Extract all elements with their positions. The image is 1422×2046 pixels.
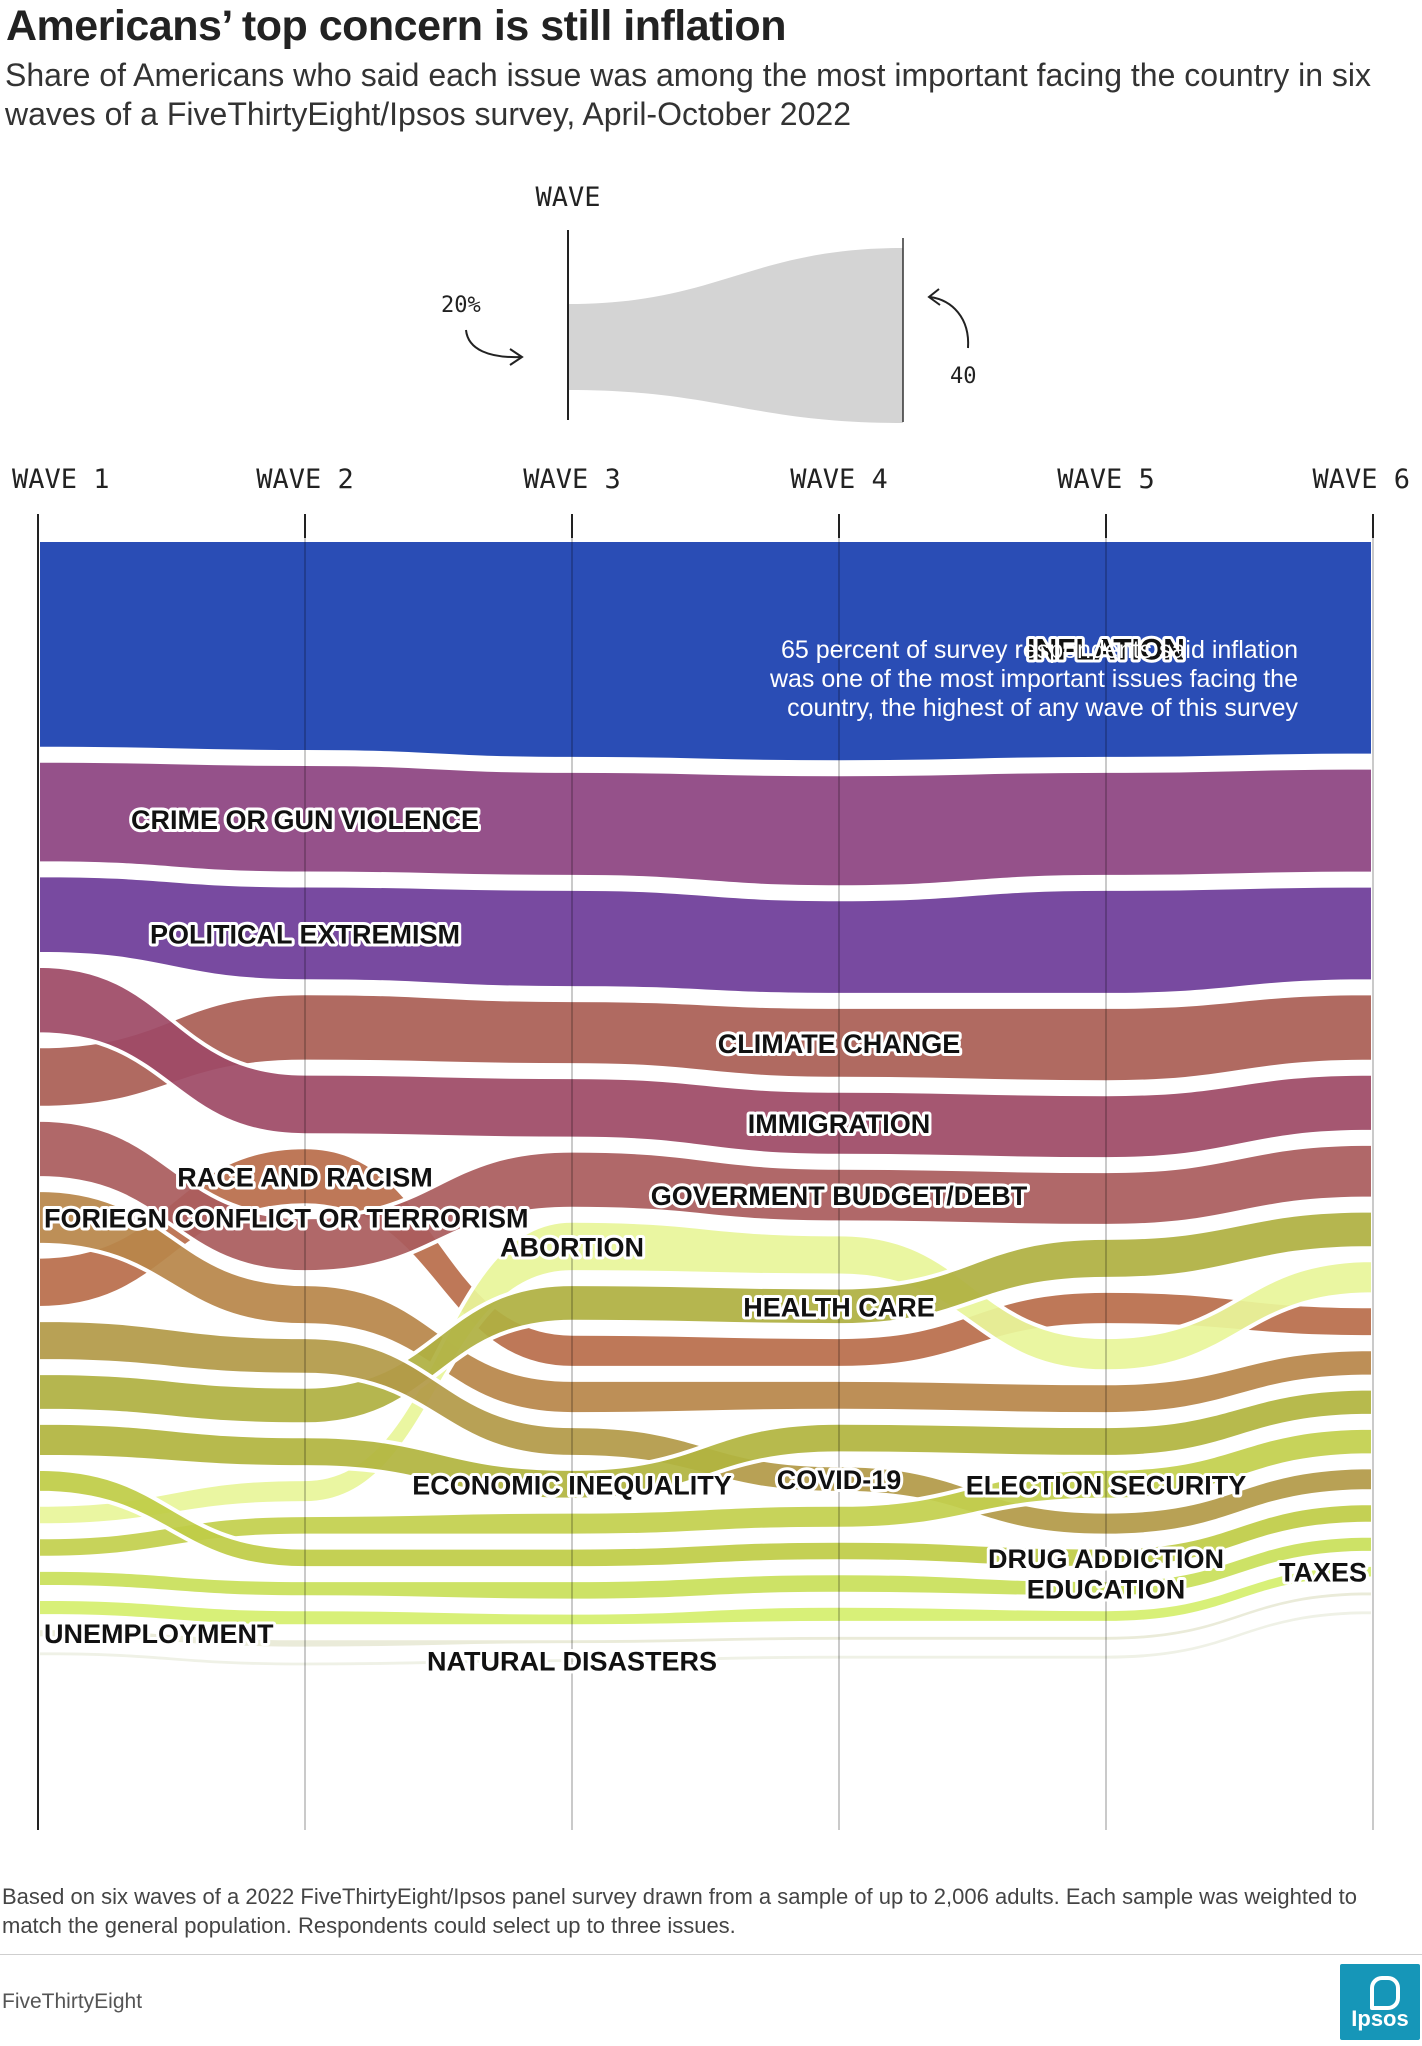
band-unemployment	[36, 1588, 1375, 1651]
series-label-abortion: ABORTION	[500, 1232, 644, 1262]
series-label-foriegn-conflict-or-terrorism: FORIEGN CONFLICT OR TERRORISM	[44, 1203, 528, 1233]
series-label-inflation: INFLATION	[1027, 633, 1185, 666]
wave-axis: WAVE 1 WAVE 2 WAVE 3 WAVE 4 WAVE 5 WAVE 6	[12, 464, 1410, 538]
series-label-climate-change: CLIMATE CHANGE	[718, 1029, 961, 1059]
series-label-education: EDUCATION	[1027, 1575, 1186, 1605]
series-label-immigration: IMMIGRATION	[748, 1109, 930, 1139]
series-label-unemployment: UNEMPLOYMENT	[44, 1619, 274, 1649]
legend-arrow-right	[929, 296, 970, 349]
wave-label: WAVE 1	[12, 464, 110, 495]
band-natural-disasters	[36, 1607, 1375, 1670]
inflation-annotation-line: was one of the most important issues fac…	[769, 665, 1298, 693]
chart-subtitle: Share of Americans who said each issue w…	[5, 57, 1372, 132]
source-credit: FiveThirtyEight	[2, 1990, 143, 2013]
footnote: Based on six waves of a 2022 FiveThirtyE…	[2, 1884, 1357, 1938]
series-label-crime-or-gun-violence: CRIME OR GUN VIOLENCE	[131, 805, 479, 835]
series-label-taxes: TAXES	[1279, 1558, 1367, 1588]
divider	[0, 1954, 1422, 1955]
arrowhead-left-icon	[509, 348, 524, 366]
inflation-annotation-line: country, the highest of any wave of this…	[787, 694, 1298, 722]
legend-heading: WAVE	[535, 182, 600, 213]
band-drug-addiction	[36, 1466, 1375, 1571]
bands-layer	[36, 537, 1375, 1830]
legend-key: WAVE 20% 40	[441, 182, 977, 423]
bump-chart: WAVE 20% 40 WAVE 1 WAVE 2 WAVE 3 WAVE 4 WAVE…	[12, 182, 1410, 1830]
band-covid-19	[36, 1317, 1375, 1538]
series-label-covid-19: COVID-19	[777, 1465, 902, 1495]
arrowhead-right-icon	[927, 288, 941, 306]
band-election-security	[36, 1425, 1375, 1560]
band-education	[36, 1533, 1375, 1603]
series-label-political-extremism: POLITICAL EXTREMISM	[150, 919, 460, 949]
legend-end-label: 40	[950, 364, 977, 389]
band-inflation	[36, 537, 1375, 765]
legend-band	[568, 248, 903, 423]
band-political-extremism	[36, 873, 1375, 997]
series-label-natural-disasters: NATURAL DISASTERS	[427, 1647, 717, 1677]
series-label-health-care: HEALTH CARE	[743, 1292, 935, 1322]
ipsos-logo-mark	[1370, 1976, 1400, 2010]
band-immigration	[36, 963, 1375, 1162]
ipsos-logo-text: Ipsos	[1351, 2006, 1409, 2031]
legend-start-label: 20%	[441, 293, 481, 318]
wave-label: WAVE 5	[1057, 464, 1155, 495]
wave-label: WAVE 6	[1312, 464, 1410, 495]
band-crime-or-gun-violence	[36, 758, 1375, 890]
ipsos-logo: Ipsos	[1340, 1964, 1420, 2040]
band-health-care	[36, 1208, 1375, 1427]
series-label-economic-inequality: ECONOMIC INEQUALITY	[412, 1470, 732, 1500]
band-goverment-budget-debt	[36, 1117, 1375, 1275]
wave-label: WAVE 2	[256, 464, 354, 495]
wave-label: WAVE 3	[523, 464, 621, 495]
inflation-annotation-line: 65 percent of survey respondents said in…	[781, 636, 1298, 664]
series-label-race-and-racism: RACE AND RACISM	[177, 1162, 433, 1192]
band-climate-change	[36, 991, 1375, 1110]
legend-arrow-left	[465, 329, 521, 359]
wave-label: WAVE 4	[790, 464, 888, 495]
band-taxes	[36, 1562, 1375, 1629]
chart-title: Americans’ top concern is still inflatio…	[6, 2, 786, 50]
series-label-drug-addiction: DRUG ADDICTION	[988, 1544, 1224, 1574]
labels-layer: INFLATION CRIME OR GUN VIOLENCE POLITICAL …	[41, 630, 1370, 1679]
series-label-goverment-budget-debt: GOVERMENT BUDGET/DEBT	[651, 1181, 1028, 1211]
band-economic-inequality	[36, 1386, 1375, 1502]
band-race-and-racism	[36, 1145, 1375, 1370]
series-label-election-security: ELECTION SECURITY	[966, 1470, 1247, 1500]
